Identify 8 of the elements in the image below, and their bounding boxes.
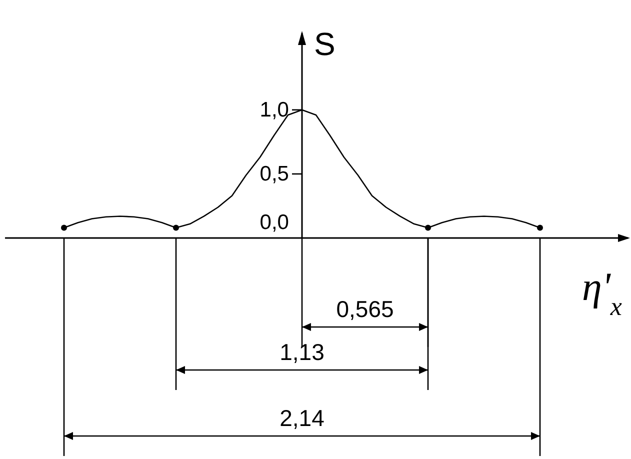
text: 0,565	[336, 296, 394, 322]
text: 1,13	[280, 339, 324, 365]
y-tick-label: 1,0	[260, 98, 289, 122]
y-axis-title: S	[314, 26, 336, 62]
y-tick-label: 0,0	[260, 211, 289, 234]
x-axis-title: η'$_{x}$	[582, 264, 622, 320]
y-tick-label: 0,5	[260, 162, 289, 186]
text: 2,14	[280, 405, 325, 431]
